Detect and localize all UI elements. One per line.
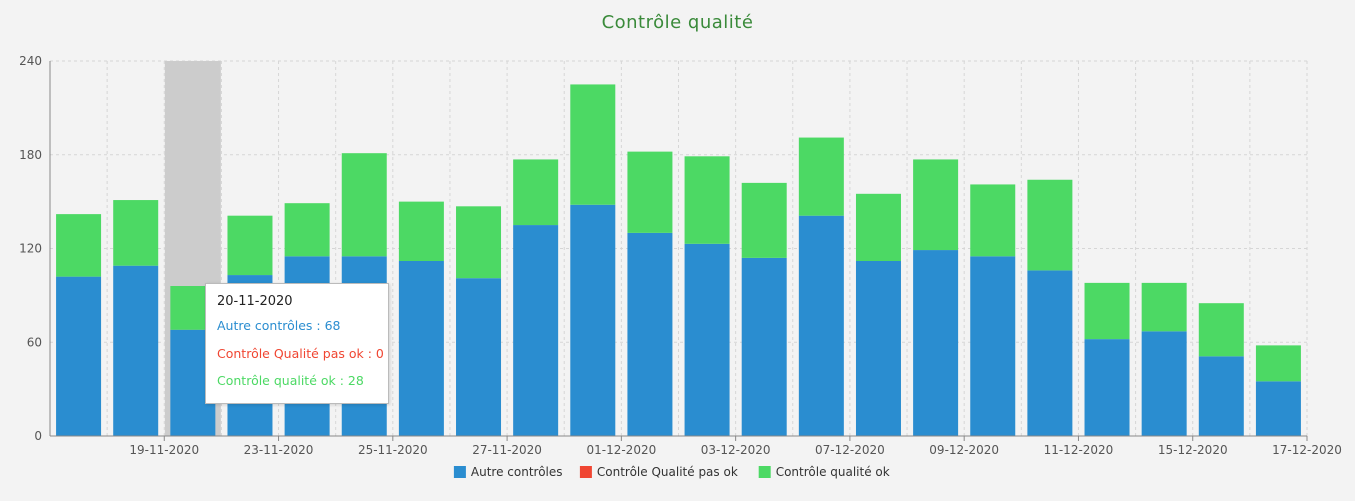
x-tick-label: 03-12-2020 — [701, 443, 771, 457]
legend-swatch — [579, 466, 592, 478]
x-tick-label: 25-11-2020 — [358, 443, 428, 457]
bar-segment — [741, 182, 787, 258]
bar-segment — [1027, 179, 1073, 271]
legend-label: Contrôle qualité ok — [776, 465, 890, 479]
bar-segment — [113, 265, 159, 436]
bar-segment — [1084, 339, 1130, 436]
bar-segment — [913, 159, 959, 251]
tooltip-line-pas-ok: Contrôle Qualité pas ok : 0 — [217, 346, 384, 361]
bar-segment — [855, 193, 901, 261]
bar-segment — [513, 225, 559, 436]
bar-segment — [741, 257, 787, 436]
bar-segment — [1027, 270, 1073, 436]
tooltip-line-ok: Contrôle qualité ok : 28 — [217, 373, 364, 388]
x-tick-label: 15-12-2020 — [1158, 443, 1228, 457]
bar-segment — [855, 261, 901, 436]
chart-tooltip: 20-11-2020 Autre contrôles : 68 Contrôle… — [205, 283, 389, 404]
x-tick-label: 09-12-2020 — [929, 443, 999, 457]
bar-segment — [570, 84, 616, 205]
bar-segment — [1141, 331, 1187, 436]
bar-segment — [284, 203, 330, 257]
bar-segment — [341, 153, 387, 257]
bar-segment — [56, 276, 102, 436]
bar-segment — [398, 201, 444, 261]
x-tick-label: 07-12-2020 — [815, 443, 885, 457]
bar-segment — [970, 184, 1016, 257]
y-tick-label: 240 — [19, 54, 42, 68]
bar-segment — [970, 256, 1016, 436]
bar-segment — [513, 159, 559, 226]
x-tick-label: 17-12-2020 — [1272, 443, 1342, 457]
bar-segment — [1084, 282, 1130, 340]
tooltip-line-autre: Autre contrôles : 68 — [217, 318, 341, 333]
x-tick-label: 01-12-2020 — [586, 443, 656, 457]
bar-segment — [1255, 381, 1301, 436]
bar-segment — [627, 151, 673, 233]
bar-segment — [684, 156, 730, 244]
bar-segment — [1141, 282, 1187, 332]
legend-swatch — [758, 466, 771, 478]
legend-label: Contrôle Qualité pas ok — [597, 465, 738, 479]
bar-segment — [684, 243, 730, 436]
y-tick-label: 120 — [19, 242, 42, 256]
bar-segment — [798, 215, 844, 436]
bar-segment — [456, 206, 502, 279]
bar-segment — [570, 204, 616, 436]
x-tick-label: 23-11-2020 — [244, 443, 314, 457]
bar-segment — [456, 278, 502, 436]
x-tick-label: 11-12-2020 — [1044, 443, 1114, 457]
bar-segment — [627, 232, 673, 436]
x-tick-label: 19-11-2020 — [129, 443, 199, 457]
bar-segment — [798, 137, 844, 216]
bar-segment — [1198, 356, 1244, 436]
legend-label: Autre contrôles — [471, 465, 563, 479]
bar-segment — [227, 215, 273, 276]
chart-title: Contrôle qualité — [601, 12, 754, 33]
bar-segment — [56, 214, 102, 277]
bar-segment — [113, 200, 159, 266]
bar-segment — [913, 250, 959, 436]
tooltip-title: 20-11-2020 — [217, 294, 293, 309]
bar-segment — [398, 261, 444, 436]
bar-segment — [1198, 303, 1244, 357]
legend-swatch — [453, 466, 466, 478]
y-tick-label: 0 — [34, 429, 42, 443]
bar-segment — [1255, 345, 1301, 382]
y-tick-label: 60 — [27, 335, 42, 349]
y-tick-label: 180 — [19, 148, 42, 162]
x-tick-label: 27-11-2020 — [472, 443, 542, 457]
